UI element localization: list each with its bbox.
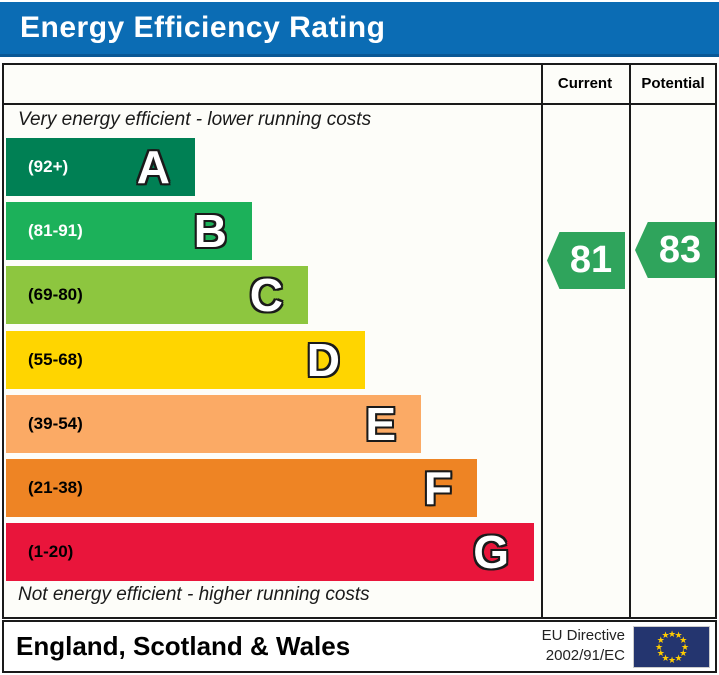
column-divider-current bbox=[541, 65, 543, 617]
band-letter: F bbox=[423, 462, 452, 514]
eu-flag-star: ★ bbox=[667, 628, 677, 639]
column-header-potential: Potential bbox=[641, 75, 705, 92]
band-range-label: (39-54) bbox=[28, 414, 83, 433]
current-rating-arrow: 81 bbox=[547, 232, 625, 289]
eu-flag-star: ★ bbox=[679, 648, 688, 658]
top-note: Very energy efficient - lower running co… bbox=[18, 109, 372, 130]
band-range-label: (81-91) bbox=[28, 221, 83, 240]
eu-directive-label: EU Directive 2002/91/EC bbox=[542, 626, 625, 666]
column-divider-potential bbox=[629, 65, 631, 617]
eu-flag-star: ★ bbox=[654, 641, 664, 652]
band-E: (39-54) E bbox=[6, 395, 421, 453]
region-label: England, Scotland & Wales bbox=[16, 631, 351, 661]
bottom-note: Not energy efficient - higher running co… bbox=[18, 584, 370, 605]
eu-flag-icon: ★ ★ ★ ★ ★ ★ ★ ★ ★ ★ ★ ★ bbox=[633, 626, 710, 668]
band-F: (21-38) F bbox=[6, 459, 477, 517]
band-B: (81-91) B bbox=[6, 202, 252, 260]
eu-flag-star: ★ bbox=[674, 630, 683, 641]
band-letter: A bbox=[136, 141, 170, 193]
eu-flag-star: ★ bbox=[656, 635, 665, 645]
eu-flag-star: ★ bbox=[679, 635, 688, 645]
band-range-label: (21-38) bbox=[28, 478, 83, 497]
band-C: (69-80) C bbox=[6, 266, 308, 324]
eu-flag-star: ★ bbox=[661, 652, 670, 663]
column-header-current: Current bbox=[557, 75, 613, 92]
band-range-label: (69-80) bbox=[28, 285, 83, 304]
eu-flag-star: ★ bbox=[661, 630, 670, 641]
epc-chart: Current Potential Very energy efficient … bbox=[2, 63, 717, 619]
potential-rating-arrow: 83 bbox=[635, 222, 715, 278]
band-A: (92+) A bbox=[6, 138, 195, 196]
eu-flag-star: ★ bbox=[680, 641, 690, 652]
eu-flag-star: ★ bbox=[667, 654, 677, 665]
page-title: Energy Efficiency Rating bbox=[20, 11, 386, 44]
eu-flag-star: ★ bbox=[674, 652, 683, 663]
band-range-label: (55-68) bbox=[28, 350, 83, 369]
band-letter: G bbox=[473, 526, 509, 578]
eu-flag-star: ★ bbox=[656, 648, 665, 658]
band-letter: D bbox=[306, 334, 340, 386]
header-divider bbox=[4, 103, 715, 105]
footer: England, Scotland & Wales EU Directive 2… bbox=[2, 620, 717, 673]
band-letter: C bbox=[249, 269, 283, 321]
eu-directive-line1: EU Directive bbox=[541, 627, 625, 644]
band-range-label: (92+) bbox=[28, 157, 69, 176]
band-letter: E bbox=[365, 398, 396, 450]
eu-directive-line2: 2002/91/EC bbox=[545, 647, 625, 664]
band-letter: B bbox=[193, 205, 227, 257]
band-G: (1-20) G bbox=[6, 523, 534, 581]
band-D: (55-68) D bbox=[6, 331, 365, 389]
current-rating-value: 81 bbox=[569, 239, 613, 281]
band-range-label: (1-20) bbox=[28, 542, 74, 561]
title-bar: Energy Efficiency Rating bbox=[0, 2, 719, 57]
potential-rating-value: 83 bbox=[658, 228, 702, 271]
